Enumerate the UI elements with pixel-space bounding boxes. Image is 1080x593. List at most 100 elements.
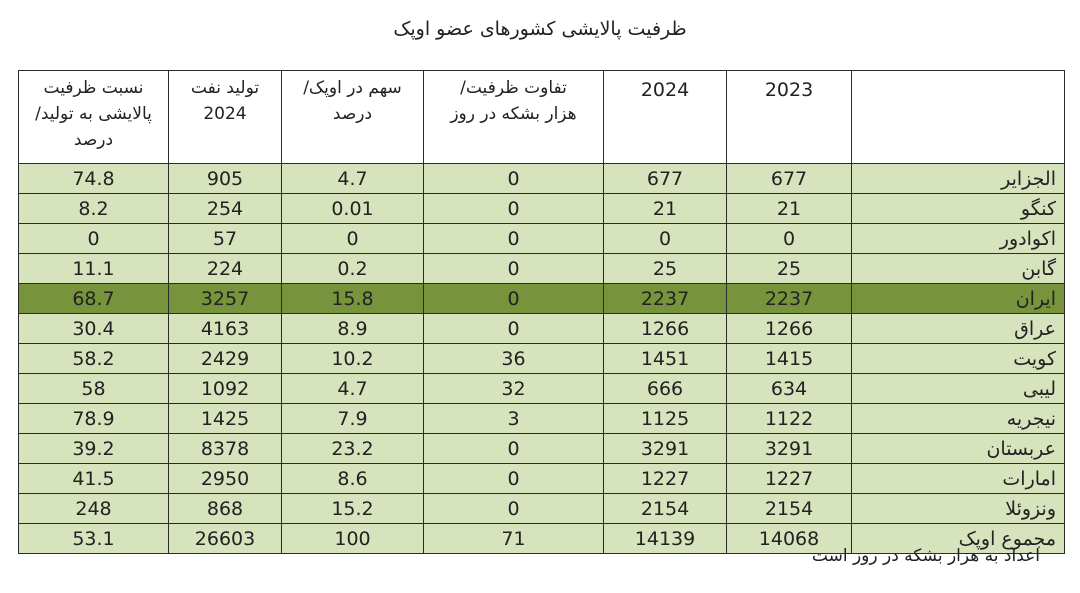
cell-country: ونزوئلا bbox=[851, 493, 1065, 524]
cell-prod: 57 bbox=[168, 223, 282, 254]
cell-diff: 0 bbox=[423, 163, 604, 194]
cell-ratio: 39.2 bbox=[18, 433, 169, 464]
cell-ratio: 74.8 bbox=[18, 163, 169, 194]
cell-diff: 0 bbox=[423, 223, 604, 254]
table-row: 8.2 254 0.01 0 21 21 کنگو bbox=[18, 193, 1065, 224]
cell-share: 100 bbox=[281, 523, 424, 554]
cell-y2023: 0 bbox=[726, 223, 852, 254]
cell-diff: 0 bbox=[423, 493, 604, 524]
cell-y2024: 0 bbox=[603, 223, 727, 254]
cell-prod: 868 bbox=[168, 493, 282, 524]
cell-prod: 3257 bbox=[168, 283, 282, 314]
cell-ratio: 30.4 bbox=[18, 313, 169, 344]
cell-share: 4.7 bbox=[281, 373, 424, 404]
table-row: 11.1 224 0.2 0 25 25 گابن bbox=[18, 253, 1065, 284]
cell-share: 23.2 bbox=[281, 433, 424, 464]
cell-y2024: 21 bbox=[603, 193, 727, 224]
cell-y2023: 2154 bbox=[726, 493, 852, 524]
cell-diff: 32 bbox=[423, 373, 604, 404]
cell-share: 0 bbox=[281, 223, 424, 254]
cell-diff: 36 bbox=[423, 343, 604, 374]
cell-y2023: 634 bbox=[726, 373, 852, 404]
table-row: 41.5 2950 8.6 0 1227 1227 امارات bbox=[18, 463, 1065, 494]
cell-country: الجزایر bbox=[851, 163, 1065, 194]
cell-prod: 905 bbox=[168, 163, 282, 194]
cell-y2023: 677 bbox=[726, 163, 852, 194]
cell-diff: 3 bbox=[423, 403, 604, 434]
table-row: 74.8 905 4.7 0 677 677 الجزایر bbox=[18, 163, 1065, 194]
cell-ratio: 8.2 bbox=[18, 193, 169, 224]
opec-refining-table: نسبت ظرفیت پالایشی به تولید/ درصد تولید … bbox=[18, 70, 1065, 554]
cell-y2024: 1266 bbox=[603, 313, 727, 344]
cell-country: ایران bbox=[851, 283, 1065, 314]
header-row: نسبت ظرفیت پالایشی به تولید/ درصد تولید … bbox=[18, 70, 1065, 164]
cell-prod: 254 bbox=[168, 193, 282, 224]
cell-y2024: 1125 bbox=[603, 403, 727, 434]
header-difference: تفاوت ظرفیت/ هزار بشکه در روز bbox=[423, 70, 604, 164]
cell-y2024: 666 bbox=[603, 373, 727, 404]
header-2023: 2023 bbox=[726, 70, 852, 164]
cell-country: نیجریه bbox=[851, 403, 1065, 434]
table-row: 78.9 1425 7.9 3 1125 1122 نیجریه bbox=[18, 403, 1065, 434]
cell-country: لیبی bbox=[851, 373, 1065, 404]
cell-country: عربستان bbox=[851, 433, 1065, 464]
cell-prod: 26603 bbox=[168, 523, 282, 554]
cell-diff: 0 bbox=[423, 313, 604, 344]
cell-ratio: 58 bbox=[18, 373, 169, 404]
cell-y2023: 1122 bbox=[726, 403, 852, 434]
table-row: 39.2 8378 23.2 0 3291 3291 عربستان bbox=[18, 433, 1065, 464]
cell-y2024: 2154 bbox=[603, 493, 727, 524]
cell-share: 8.9 bbox=[281, 313, 424, 344]
cell-country: عراق bbox=[851, 313, 1065, 344]
cell-prod: 224 bbox=[168, 253, 282, 284]
cell-diff: 0 bbox=[423, 283, 604, 314]
page-title: ظرفیت پالایشی کشورهای عضو اوپک bbox=[393, 18, 687, 40]
cell-prod: 2429 bbox=[168, 343, 282, 374]
cell-prod: 1092 bbox=[168, 373, 282, 404]
header-production: تولید نفت 2024 bbox=[168, 70, 282, 164]
cell-y2023: 25 bbox=[726, 253, 852, 284]
cell-share: 15.2 bbox=[281, 493, 424, 524]
cell-share: 10.2 bbox=[281, 343, 424, 374]
header-2024: 2024 bbox=[603, 70, 727, 164]
cell-diff: 0 bbox=[423, 433, 604, 464]
cell-prod: 2950 bbox=[168, 463, 282, 494]
cell-ratio: 58.2 bbox=[18, 343, 169, 374]
cell-share: 7.9 bbox=[281, 403, 424, 434]
cell-country: گابن bbox=[851, 253, 1065, 284]
cell-prod: 4163 bbox=[168, 313, 282, 344]
table-row: 53.1 26603 100 71 14139 14068 مجموع اوپک bbox=[18, 523, 1065, 554]
cell-country: کنگو bbox=[851, 193, 1065, 224]
cell-share: 4.7 bbox=[281, 163, 424, 194]
cell-share: 0.01 bbox=[281, 193, 424, 224]
cell-country: امارات bbox=[851, 463, 1065, 494]
cell-y2024: 25 bbox=[603, 253, 727, 284]
cell-prod: 8378 bbox=[168, 433, 282, 464]
cell-y2024: 3291 bbox=[603, 433, 727, 464]
cell-ratio: 11.1 bbox=[18, 253, 169, 284]
cell-y2023: 14068 bbox=[726, 523, 852, 554]
cell-y2024: 1451 bbox=[603, 343, 727, 374]
cell-share: 15.8 bbox=[281, 283, 424, 314]
table-row: 0 57 0 0 0 0 اکوادور bbox=[18, 223, 1065, 254]
cell-y2023: 1415 bbox=[726, 343, 852, 374]
cell-ratio: 248 bbox=[18, 493, 169, 524]
cell-y2024: 1227 bbox=[603, 463, 727, 494]
table-row: 58.2 2429 10.2 36 1451 1415 کویت bbox=[18, 343, 1065, 374]
cell-y2024: 14139 bbox=[603, 523, 727, 554]
header-ratio: نسبت ظرفیت پالایشی به تولید/ درصد bbox=[18, 70, 169, 164]
cell-y2023: 21 bbox=[726, 193, 852, 224]
cell-diff: 0 bbox=[423, 463, 604, 494]
table-row: 248 868 15.2 0 2154 2154 ونزوئلا bbox=[18, 493, 1065, 524]
cell-ratio: 68.7 bbox=[18, 283, 169, 314]
footnote: اعداد به هزار بشکه در روز است bbox=[811, 546, 1040, 566]
cell-y2023: 3291 bbox=[726, 433, 852, 464]
cell-country: کویت bbox=[851, 343, 1065, 374]
cell-diff: 71 bbox=[423, 523, 604, 554]
header-country bbox=[851, 70, 1065, 164]
cell-country: مجموع اوپک bbox=[851, 523, 1065, 554]
cell-country: اکوادور bbox=[851, 223, 1065, 254]
cell-y2024: 677 bbox=[603, 163, 727, 194]
table-row: 58 1092 4.7 32 666 634 لیبی bbox=[18, 373, 1065, 404]
cell-ratio: 41.5 bbox=[18, 463, 169, 494]
